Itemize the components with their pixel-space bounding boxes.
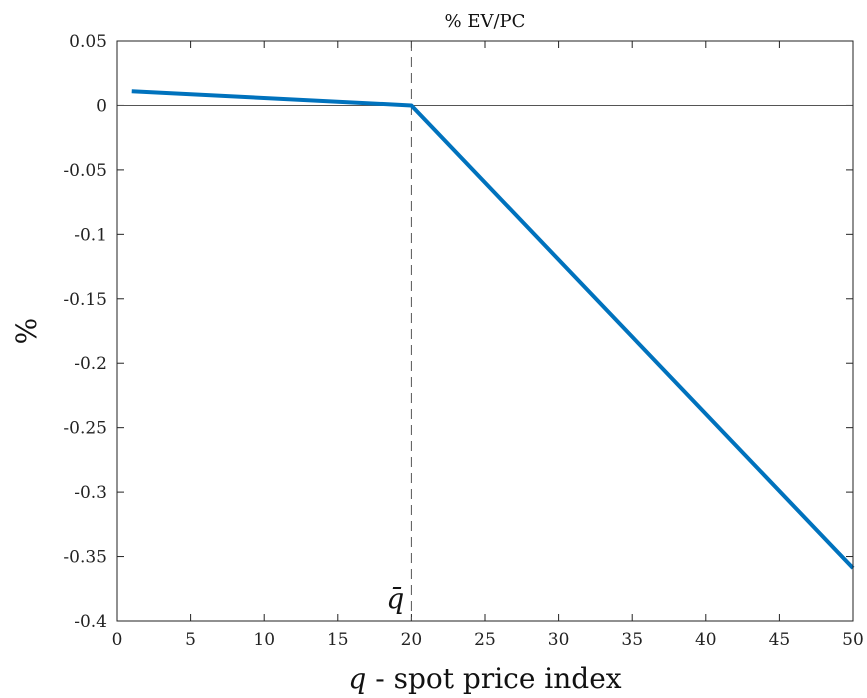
x-tick-label: 5 <box>185 630 196 650</box>
x-axis-label-text: - spot price index <box>366 662 621 695</box>
x-tick-label: 10 <box>253 630 275 650</box>
x-tick-label: 20 <box>401 630 423 650</box>
y-tick-label: -0.05 <box>63 161 107 181</box>
chart-title: % EV/PC <box>445 11 526 32</box>
x-tick-labels: 0 5 10 15 20 25 30 35 40 45 50 <box>112 630 864 650</box>
x-axis-label: q - spot price index <box>348 662 621 695</box>
x-tick-label: 50 <box>842 630 864 650</box>
x-tick-label: 25 <box>474 630 496 650</box>
y-tick-label: -0.2 <box>74 354 107 374</box>
y-tick-label: -0.35 <box>63 548 107 568</box>
y-tick-label: -0.25 <box>63 419 107 439</box>
ticks-group <box>116 40 854 622</box>
y-tick-label: -0.3 <box>74 483 107 503</box>
x-tick-label: 30 <box>548 630 570 650</box>
series-line <box>131 89 855 570</box>
x-tick-label: 0 <box>112 630 123 650</box>
y-axis-label: % <box>10 318 43 345</box>
x-tick-label: 45 <box>769 630 791 650</box>
y-tick-labels: 0.05 0 -0.05 -0.1 -0.15 -0.2 -0.25 -0.3 -0.35 -0.… <box>63 32 107 632</box>
x-tick-label: 15 <box>327 630 349 650</box>
x-axis-label-variable: q <box>348 662 366 695</box>
x-tick-label: 40 <box>695 630 717 650</box>
plot-frame <box>116 40 854 622</box>
y-tick-label: -0.1 <box>74 225 107 245</box>
y-tick-label: 0 <box>96 96 107 116</box>
y-tick-label: -0.4 <box>74 612 107 632</box>
x-tick-label: 35 <box>621 630 643 650</box>
y-tick-label: 0.05 <box>69 32 107 52</box>
q-bar-annotation: q̄ <box>386 582 404 615</box>
y-tick-label: -0.15 <box>63 290 107 310</box>
